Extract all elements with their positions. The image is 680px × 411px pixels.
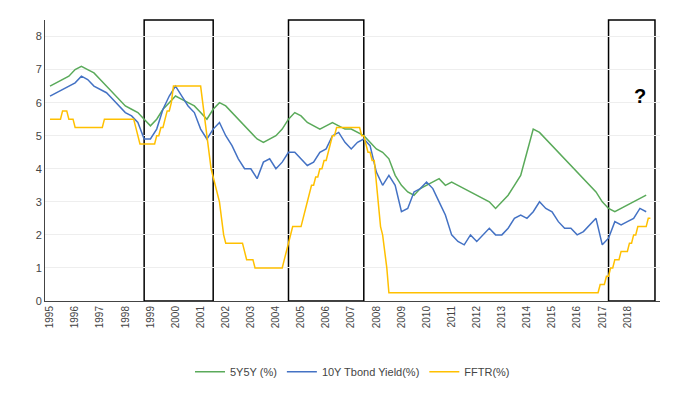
svg-text:5Y5Y (%): 5Y5Y (%) <box>230 366 277 378</box>
svg-text:2013: 2013 <box>496 306 507 329</box>
svg-text:2012: 2012 <box>471 306 482 329</box>
svg-text:2016: 2016 <box>571 306 582 329</box>
svg-text:8: 8 <box>36 30 42 42</box>
svg-text:10Y Tbond Yield(%): 10Y Tbond Yield(%) <box>322 366 419 378</box>
svg-text:2002: 2002 <box>220 306 231 329</box>
svg-text:2017: 2017 <box>597 306 608 329</box>
svg-text:6: 6 <box>36 97 42 109</box>
svg-text:2018: 2018 <box>622 306 633 329</box>
svg-text:2005: 2005 <box>295 306 306 329</box>
svg-text:?: ? <box>634 85 646 107</box>
svg-text:1999: 1999 <box>145 306 156 329</box>
svg-text:3: 3 <box>36 196 42 208</box>
svg-text:4: 4 <box>36 163 42 175</box>
svg-text:1995: 1995 <box>44 306 55 329</box>
svg-text:2004: 2004 <box>270 306 281 329</box>
svg-text:1: 1 <box>36 262 42 274</box>
svg-text:5: 5 <box>36 130 42 142</box>
svg-text:2008: 2008 <box>371 306 382 329</box>
svg-text:1997: 1997 <box>94 306 105 329</box>
svg-text:2014: 2014 <box>521 306 532 329</box>
svg-text:2009: 2009 <box>396 306 407 329</box>
svg-text:1996: 1996 <box>69 306 80 329</box>
svg-text:2003: 2003 <box>245 306 256 329</box>
svg-text:2006: 2006 <box>320 306 331 329</box>
svg-text:2: 2 <box>36 229 42 241</box>
svg-text:2015: 2015 <box>546 306 557 329</box>
svg-text:2001: 2001 <box>195 306 206 329</box>
svg-text:FFTR(%): FFTR(%) <box>464 366 509 378</box>
svg-text:2000: 2000 <box>170 306 181 329</box>
svg-text:1998: 1998 <box>120 306 131 329</box>
svg-text:7: 7 <box>36 63 42 75</box>
svg-text:2011: 2011 <box>446 306 457 328</box>
svg-text:2007: 2007 <box>345 306 356 329</box>
svg-text:2010: 2010 <box>421 306 432 329</box>
svg-text:0: 0 <box>36 295 42 307</box>
